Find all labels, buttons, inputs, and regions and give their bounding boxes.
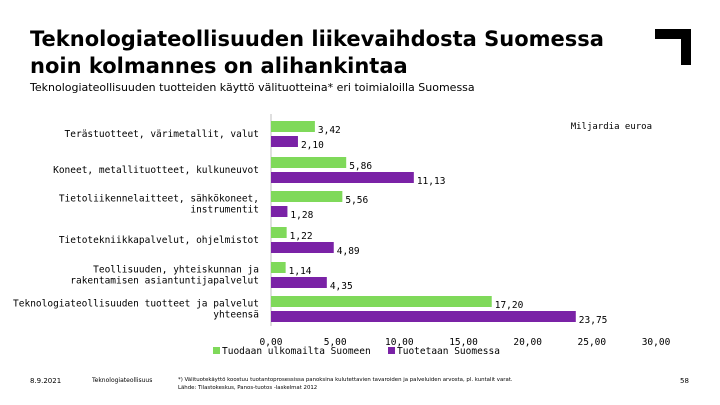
footer-date: 8.9.2021	[30, 377, 62, 385]
brand-corner-logo-icon	[655, 29, 691, 65]
unit-label: Miljardia euroa	[571, 122, 652, 132]
data-label-import-4: 1,14	[289, 266, 312, 277]
category-label-5-0: Teknologiateollisuuden tuotteet ja palve…	[13, 299, 259, 310]
bar-import-4	[271, 262, 286, 273]
category-label-2-0: Tietoliikennelaitteet, sähkökoneet,	[59, 194, 259, 205]
footer-note: *) Välituotekäyttö koostuu tuotantoprose…	[178, 376, 513, 392]
data-label-import-1: 5,86	[349, 161, 372, 172]
page-title: Teknologiateollisuuden liikevaihdosta Su…	[30, 26, 650, 80]
category-label-5-1: yhteensä	[213, 310, 259, 321]
footer-org: Teknologiateollisuus	[92, 377, 153, 384]
category-label-1-0: Koneet, metallituotteet, kulkuneuvot	[53, 165, 259, 176]
bar-import-3	[271, 227, 287, 238]
legend-swatch-1	[388, 347, 395, 354]
category-label-4-1: rakentamisen asiantuntijapalvelut	[70, 276, 259, 287]
x-tick-label-4: 20,00	[513, 337, 542, 348]
legend-label-0: Tuodaan ulkomailta Suomeen	[222, 346, 371, 357]
category-label-4-0: Teollisuuden, yhteiskunnan ja	[93, 265, 259, 276]
x-tick-label-3: 15,00	[449, 337, 478, 348]
category-label-3-0: Tietotekniikkapalvelut, ohjelmistot	[59, 235, 259, 246]
bar-import-5	[271, 296, 492, 307]
bar-import-2	[271, 191, 343, 202]
data-label-domestic-0: 2,10	[301, 140, 324, 151]
data-label-domestic-2: 1,28	[290, 210, 313, 221]
category-label-0-0: Terästuotteet, värimetallit, valut	[65, 129, 259, 140]
bar-domestic-5	[271, 311, 576, 322]
bar-domestic-4	[271, 277, 327, 288]
data-label-import-3: 1,22	[290, 231, 313, 242]
x-tick-label-5: 25,00	[578, 337, 607, 348]
legend-swatch-0	[213, 347, 220, 354]
page-subtitle: Teknologiateollisuuden tuotteiden käyttö…	[30, 81, 475, 94]
footer-note-line-2: Lähde: Tilastokeskus, Panos-tuotos -lask…	[178, 385, 318, 391]
data-label-domestic-3: 4,89	[337, 246, 360, 257]
title-line-1: Teknologiateollisuuden liikevaihdosta Su…	[30, 27, 604, 51]
footer-note-line-1: *) Välituotekäyttö koostuu tuotantoprose…	[178, 377, 513, 383]
bar-import-0	[271, 121, 315, 132]
category-label-2-1: instrumentit	[190, 205, 259, 216]
data-label-domestic-4: 4,35	[330, 281, 353, 292]
data-label-domestic-5: 23,75	[579, 315, 608, 326]
data-label-import-2: 5,56	[345, 195, 368, 206]
legend-label-1: Tuotetaan Suomessa	[397, 346, 500, 357]
x-tick-label-0: 0,00	[260, 337, 283, 348]
bar-domestic-3	[271, 242, 334, 253]
x-tick-label-6: 30,00	[642, 337, 671, 348]
x-tick-label-1: 5,00	[324, 337, 347, 348]
data-label-import-0: 3,42	[318, 125, 341, 136]
data-label-domestic-1: 11,13	[417, 176, 446, 187]
x-tick-label-2: 10,00	[385, 337, 414, 348]
page-number: 58	[680, 377, 689, 385]
bar-domestic-0	[271, 136, 298, 147]
bar-domestic-1	[271, 172, 414, 183]
bar-import-1	[271, 157, 347, 168]
title-line-2: noin kolmannes on alihankintaa	[30, 54, 408, 78]
data-label-import-5: 17,20	[495, 300, 524, 311]
bar-domestic-2	[271, 206, 288, 217]
